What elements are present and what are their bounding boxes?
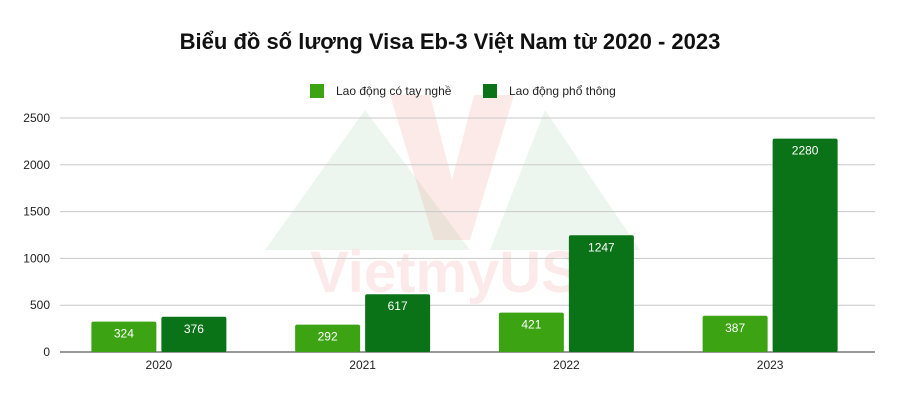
x-axis: 2020 2021 2022 2023 <box>146 358 784 372</box>
x-tick-label: 2023 <box>757 358 784 372</box>
y-tick-label: 500 <box>30 298 50 312</box>
bar-unskilled-2021 <box>365 294 431 352</box>
legend-label: Lao động có tay nghề <box>336 84 452 98</box>
bar-skilled-2020 <box>91 321 157 352</box>
y-tick-label: 2000 <box>23 158 50 172</box>
bar-skilled-2023 <box>702 315 768 352</box>
data-label: 1247 <box>588 240 615 254</box>
x-tick-label: 2020 <box>146 358 173 372</box>
bar-unskilled-2023 <box>772 138 838 352</box>
data-label: 2280 <box>792 144 819 158</box>
legend-swatch <box>483 84 497 98</box>
watermark-logo-v-shape <box>390 95 514 240</box>
legend-swatch <box>310 84 324 98</box>
x-tick-label: 2022 <box>553 358 580 372</box>
y-tick-label: 1000 <box>23 251 50 265</box>
y-axis: 0 500 1000 1500 2000 2500 <box>23 111 50 359</box>
y-tick-label: 0 <box>43 345 50 359</box>
legend-label: Lao động phổ thông <box>509 84 616 98</box>
data-label: 376 <box>184 322 204 336</box>
data-label: 324 <box>114 327 134 341</box>
bar-skilled-2022 <box>498 312 564 352</box>
x-tick-label: 2021 <box>349 358 376 372</box>
watermark-logo-right-triangle <box>490 110 640 250</box>
bar-unskilled-2020 <box>161 316 227 352</box>
chart-title: Biểu đồ số lượng Visa Eb-3 Việt Nam từ 2… <box>180 29 721 54</box>
watermark-logo-left-triangle <box>265 110 470 250</box>
y-tick-label: 1500 <box>23 205 50 219</box>
bar-skilled-2021 <box>295 324 361 352</box>
legend: Lao động có tay nghề Lao động phổ thông <box>310 84 616 98</box>
watermark: VietmyUS <box>265 95 640 305</box>
watermark-text: VietmyUS <box>310 240 580 305</box>
bar-unskilled-2022 <box>568 235 634 352</box>
bars: 324 376 292 617 421 1247 387 2280 <box>91 138 838 352</box>
data-label: 421 <box>521 318 541 332</box>
data-label: 292 <box>318 330 338 344</box>
data-label: 387 <box>725 321 745 335</box>
y-tick-label: 2500 <box>23 111 50 125</box>
data-label: 617 <box>388 299 408 313</box>
